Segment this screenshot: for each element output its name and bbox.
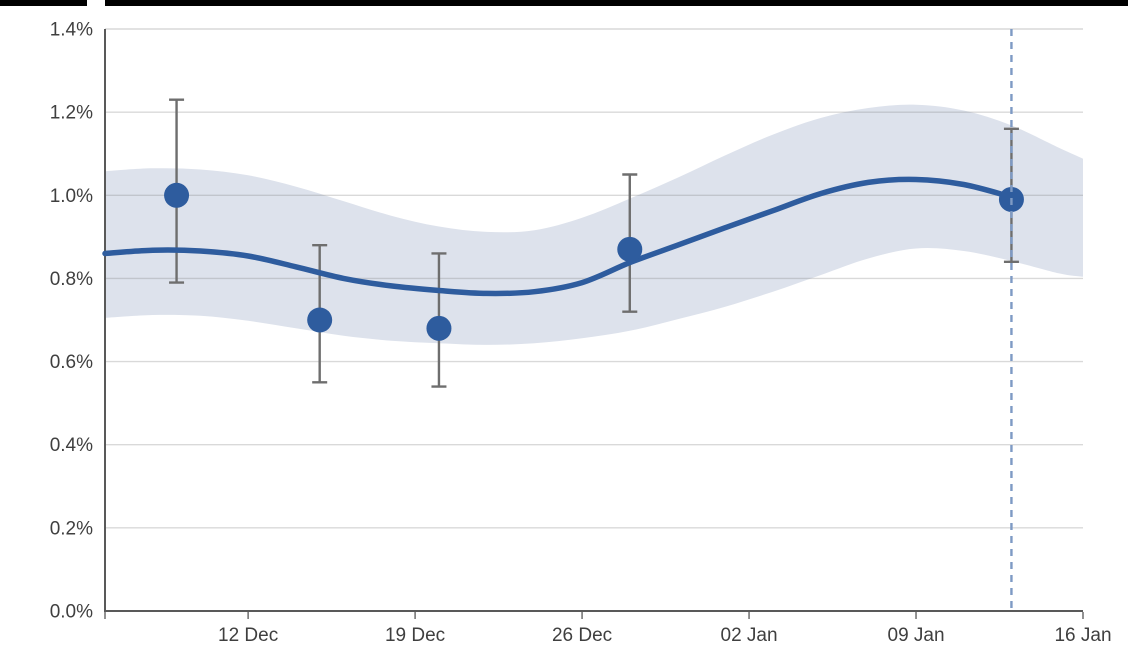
top-rule-left bbox=[0, 0, 87, 6]
y-tick-label: 0.4% bbox=[50, 435, 93, 456]
x-tick-label: 02 Jan bbox=[721, 625, 778, 646]
x-tick-label: 09 Jan bbox=[888, 625, 945, 646]
y-tick-label: 1.2% bbox=[50, 103, 93, 124]
x-tick-label: 26 Dec bbox=[552, 625, 612, 646]
y-tick-label: 1.0% bbox=[50, 186, 93, 207]
x-tick-label: 12 Dec bbox=[218, 625, 278, 646]
data-point-9-dec bbox=[164, 182, 190, 208]
credible-interval-band bbox=[105, 104, 1083, 345]
y-tick-label: 0.0% bbox=[50, 602, 93, 623]
top-rule-right bbox=[105, 0, 1128, 6]
x-tick-label: 19 Dec bbox=[385, 625, 445, 646]
trend-line bbox=[102, 176, 1015, 297]
y-tick-label: 0.2% bbox=[50, 518, 93, 539]
data-point-28-dec bbox=[617, 236, 643, 262]
y-tick-label: 0.8% bbox=[50, 269, 93, 290]
x-tick-label: 16 Jan bbox=[1054, 625, 1111, 646]
y-tick-label: 0.6% bbox=[50, 352, 93, 373]
data-point-15-dec bbox=[307, 307, 333, 333]
y-tick-label: 1.4% bbox=[50, 20, 93, 41]
data-point-20-dec bbox=[426, 315, 452, 341]
